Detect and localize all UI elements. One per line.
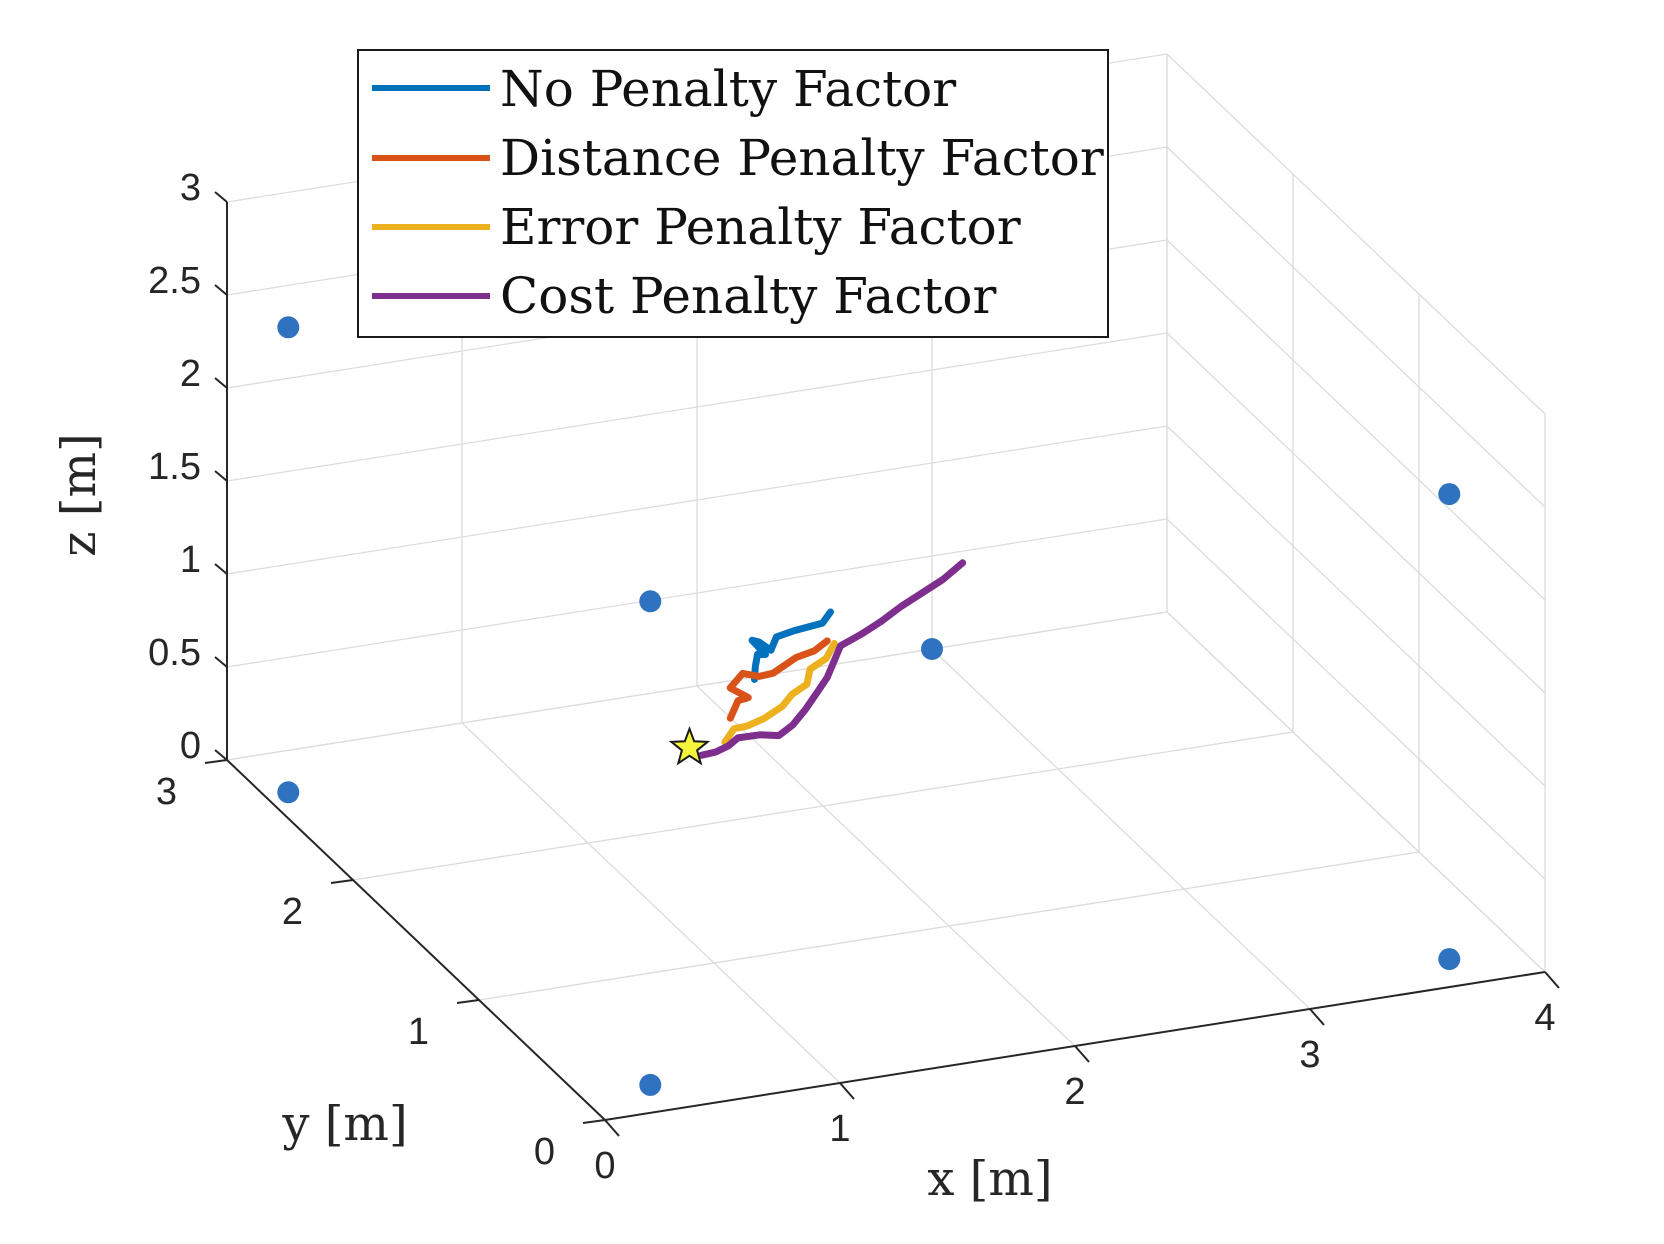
x-tick-label: 4 <box>1534 997 1555 1039</box>
trajectory-line <box>697 559 967 759</box>
back-wall-grid-line <box>226 332 1168 482</box>
side-wall-grid-line <box>1166 239 1546 601</box>
z-tick-label: 3 <box>180 167 201 209</box>
legend-entry: Cost Penalty Factor <box>500 267 997 325</box>
y-tick-mark <box>204 759 228 764</box>
x-tick-mark <box>1309 1008 1325 1026</box>
z-tick-mark <box>214 656 228 668</box>
side-wall-grid-line <box>1166 425 1546 787</box>
back-wall-grid-line <box>226 425 1168 575</box>
tick-labels: 0 1 2 3 4 0 1 2 3 0 0.5 1 1.5 2 2.5 3 <box>148 167 1555 1187</box>
floor-grid-line <box>461 722 841 1084</box>
x-tick-mark <box>604 1119 620 1137</box>
x-tick-mark <box>839 1082 855 1100</box>
y-axis-line <box>226 759 606 1121</box>
y-tick-label: 2 <box>282 891 303 933</box>
side-wall-grid-line <box>1166 146 1546 508</box>
legend: No Penalty Factor Distance Penalty Facto… <box>357 49 1109 338</box>
z-axis-label: z [m] <box>51 433 107 557</box>
y-tick-mark <box>582 1119 606 1124</box>
x-tick-mark <box>1544 971 1560 989</box>
anchor-point <box>639 590 662 613</box>
y-tick-label: 1 <box>408 1011 429 1053</box>
anchor-point <box>921 638 943 660</box>
side-wall-grid-line <box>1166 53 1546 415</box>
z-tick-mark <box>214 191 228 203</box>
floor-grid-line <box>478 851 1420 1001</box>
floor-grid-line <box>696 685 1076 1047</box>
anchor-point <box>1438 483 1461 506</box>
anchor-point <box>1438 948 1461 971</box>
start-marker <box>668 725 711 766</box>
x-tick-label: 2 <box>1064 1071 1085 1113</box>
legend-entry: No Penalty Factor <box>500 60 956 118</box>
z-tick-label: 0.5 <box>148 632 201 674</box>
floor-grid-line <box>352 731 1294 881</box>
x-tick-mark <box>1074 1045 1090 1063</box>
y-tick-mark <box>456 999 480 1004</box>
trajectory-line <box>721 640 838 746</box>
z-tick-mark <box>214 563 228 575</box>
trajectory-line <box>748 608 834 683</box>
z-tick-mark <box>214 749 228 761</box>
z-tick-label: 2.5 <box>148 260 201 302</box>
x-tick-label: 3 <box>1299 1034 1320 1076</box>
z-tick-label: 1.5 <box>148 446 201 488</box>
x-tick-label: 1 <box>829 1108 850 1150</box>
y-tick-label: 0 <box>534 1131 555 1173</box>
z-tick-mark <box>214 377 228 389</box>
x-tick-label: 0 <box>594 1145 615 1187</box>
side-wall-grid-line <box>1166 611 1546 973</box>
y-tick-mark <box>330 879 354 884</box>
trajectory-line <box>726 637 831 722</box>
z-tick-label: 1 <box>180 539 201 581</box>
floor-grid-line <box>931 648 1311 1010</box>
z-tick-mark <box>214 470 228 482</box>
back-wall-grid-line <box>226 611 1168 761</box>
side-wall-grid-line <box>1166 518 1546 880</box>
legend-box <box>357 49 1109 338</box>
anchor-point <box>639 1073 662 1096</box>
back-wall-grid-line <box>226 518 1168 668</box>
trajectories <box>697 559 967 759</box>
anchor-point <box>277 781 300 804</box>
axes <box>204 191 1560 1137</box>
z-tick-mark <box>214 284 228 296</box>
z-tick-label: 0 <box>180 725 201 767</box>
legend-entry: Distance Penalty Factor <box>500 129 1104 187</box>
anchor-point <box>277 316 300 339</box>
legend-entry: Error Penalty Factor <box>500 198 1021 256</box>
side-wall-grid-line <box>1166 332 1546 694</box>
start-star-marker <box>668 725 711 766</box>
z-tick-label: 2 <box>180 353 201 395</box>
x-axis-label: x [m] <box>927 1151 1052 1207</box>
y-tick-label: 3 <box>156 771 177 813</box>
y-axis-label: y [m] <box>281 1096 407 1152</box>
